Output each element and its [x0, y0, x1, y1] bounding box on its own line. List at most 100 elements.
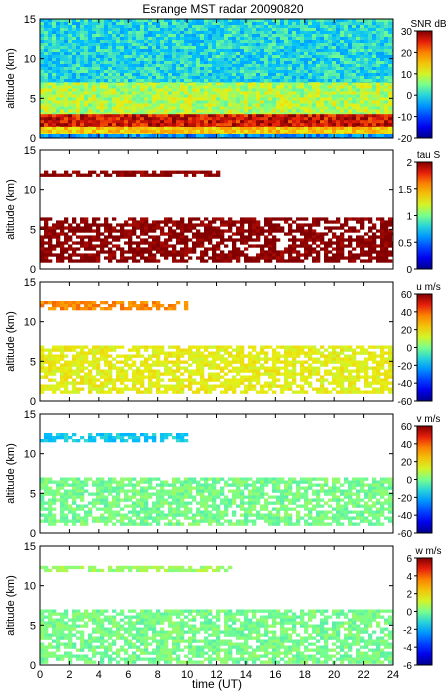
data-cell [208, 100, 213, 104]
data-cell [128, 129, 133, 134]
data-cell [280, 112, 285, 116]
data-cell [252, 134, 257, 138]
data-cell [172, 117, 177, 121]
data-cell [348, 58, 353, 62]
data-cell [228, 114, 233, 118]
data-cell [324, 28, 329, 32]
data-cell [276, 37, 281, 41]
data-cell [108, 76, 113, 80]
data-cell [284, 46, 289, 50]
data-cell [76, 226, 81, 230]
data-cell [184, 120, 189, 124]
data-cell [136, 247, 141, 251]
data-cell [148, 73, 153, 77]
data-cell [92, 52, 97, 56]
data-cell [40, 256, 45, 260]
data-cell [348, 106, 353, 110]
data-cell [304, 256, 309, 260]
data-cell [376, 126, 381, 131]
data-cell [368, 58, 373, 62]
data-cell [336, 46, 341, 50]
data-cell [100, 70, 105, 74]
data-cell [44, 25, 49, 29]
data-cell [312, 129, 317, 134]
data-cell [104, 55, 109, 59]
data-cell [312, 229, 317, 233]
data-cell [136, 25, 141, 29]
data-cell [176, 55, 181, 59]
data-cell [288, 37, 293, 41]
data-cell [60, 106, 65, 110]
data-cell [96, 94, 101, 98]
data-cell [180, 61, 185, 65]
data-cell [196, 123, 201, 127]
data-cell [268, 25, 273, 29]
data-cell [84, 34, 89, 38]
data-cell [312, 43, 317, 47]
data-cell [232, 112, 237, 116]
data-cell [216, 114, 221, 118]
data-cell [384, 112, 389, 116]
data-cell [172, 22, 177, 26]
data-cell [380, 55, 385, 59]
data-cell [172, 129, 177, 134]
data-cell [128, 40, 133, 44]
data-cell [340, 61, 345, 65]
data-cell [152, 37, 157, 41]
data-cell [56, 73, 61, 77]
data-cell [236, 31, 241, 35]
data-cell [92, 109, 97, 113]
data-cell [256, 37, 261, 41]
data-cell [364, 137, 369, 138]
data-cell [108, 226, 113, 230]
data-cell [344, 103, 349, 107]
data-cell [64, 126, 69, 131]
data-cell [188, 49, 193, 53]
data-cell [200, 170, 205, 174]
data-cell [44, 126, 49, 131]
data-cell [68, 129, 73, 134]
data-cell [336, 67, 341, 71]
data-cell [80, 137, 85, 138]
data-cell [108, 22, 113, 26]
data-cell [296, 79, 301, 83]
data-cell [340, 64, 345, 68]
data-cell [64, 79, 69, 83]
data-cell [124, 58, 129, 62]
data-cell [136, 220, 141, 224]
data-cell [276, 123, 281, 127]
data-cell [284, 250, 289, 254]
data-cell [196, 25, 201, 29]
data-cell [160, 58, 165, 62]
data-cell [352, 64, 357, 68]
data-cell [356, 58, 361, 62]
data-cell [208, 109, 213, 113]
data-cell [336, 31, 341, 35]
data-cell [196, 76, 201, 80]
data-cell [196, 256, 201, 260]
data-cell [192, 73, 197, 77]
data-cell [220, 40, 225, 44]
data-cell [344, 134, 349, 138]
data-cell [388, 37, 393, 41]
data-cell [380, 91, 385, 95]
data-cell [312, 256, 317, 260]
data-cell [148, 117, 153, 121]
data-cell [188, 114, 193, 118]
data-cell [72, 73, 77, 77]
data-cell [376, 37, 381, 41]
data-cell [368, 109, 373, 113]
data-cell [168, 76, 173, 80]
data-cell [152, 88, 157, 92]
data-cell [276, 73, 281, 77]
data-cell [376, 64, 381, 68]
data-cell [260, 58, 265, 62]
data-cell [292, 52, 297, 56]
data-cell [108, 46, 113, 50]
data-cell [256, 244, 261, 248]
data-cell [300, 229, 305, 233]
data-cell [244, 100, 249, 104]
data-cell [116, 46, 121, 50]
data-cell [104, 256, 109, 260]
data-cell [128, 79, 133, 83]
